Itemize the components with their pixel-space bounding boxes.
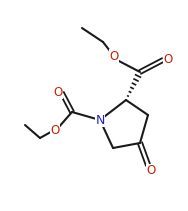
Text: O: O <box>50 124 60 138</box>
Text: O: O <box>53 85 63 99</box>
Text: O: O <box>163 53 173 65</box>
Text: O: O <box>109 50 119 62</box>
Text: N: N <box>95 114 105 127</box>
Text: O: O <box>146 165 156 177</box>
